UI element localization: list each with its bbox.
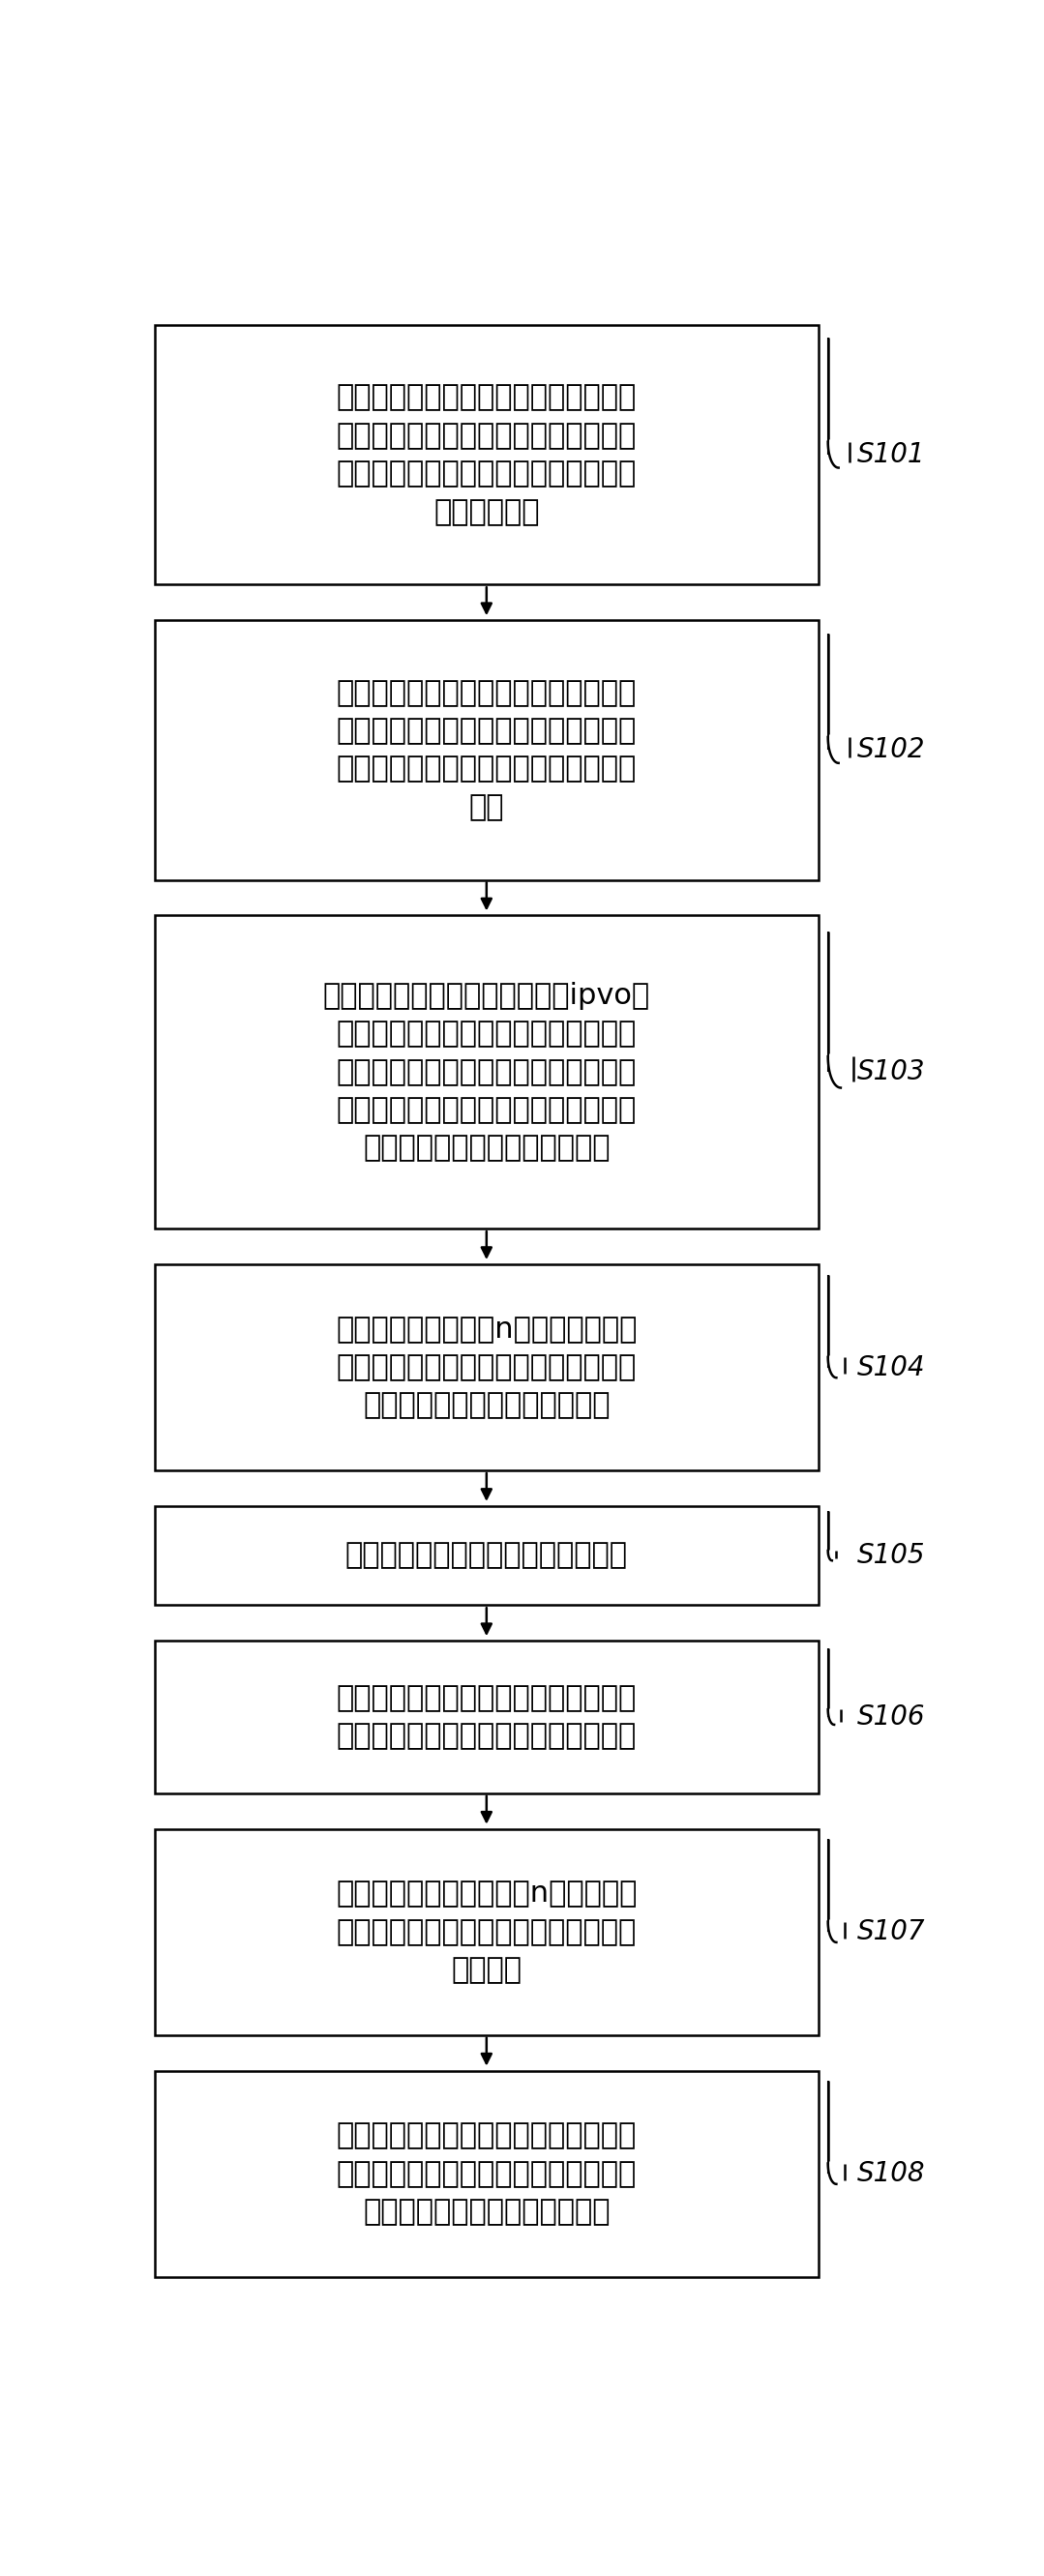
- Text: 采用预设像素值预测误差方法计算各普
通块和各平滑块的最大像素值、次大像
素值、最小像素值、次小像素值的预测
误差: 采用预设像素值预测误差方法计算各普 通块和各平滑块的最大像素值、次大像 素值、最…: [336, 680, 637, 822]
- Text: 根据计算得到的预测误差，采用ipvo水
印嵌入方法对各普通块进行水印信息的
嵌入；采用预设预测误差值和嵌入水印
像素值的对应关系对各平滑块进行水印
信息的嵌入，: 根据计算得到的预测误差，采用ipvo水 印嵌入方法对各普通块进行水印信息的 嵌入…: [323, 981, 650, 1162]
- Text: S102: S102: [857, 737, 925, 762]
- Bar: [155, 1265, 818, 1471]
- Bar: [155, 2071, 818, 2277]
- Bar: [155, 1829, 818, 2035]
- Text: S104: S104: [857, 1355, 925, 1381]
- Bar: [155, 1507, 818, 1605]
- Text: 获取水印嵌入细节图像前n个像素的最
低有效位，并从最低有效位中得到附加
参数信息: 获取水印嵌入细节图像前n个像素的最 低有效位，并从最低有效位中得到附加 参数信息: [336, 1880, 637, 1984]
- Bar: [155, 325, 818, 585]
- Text: S105: S105: [857, 1543, 925, 1569]
- Text: S108: S108: [857, 2161, 925, 2187]
- Bar: [155, 621, 818, 881]
- Text: S106: S106: [857, 1703, 925, 1731]
- Text: 获取水印嵌入图像前n个像素的最低有
效位，并将最低有效位信息和嵌入水印
容量信息构成图像恢复元素信息: 获取水印嵌入图像前n个像素的最低有 效位，并将最低有效位信息和嵌入水印 容量信息…: [336, 1316, 637, 1419]
- Text: S101: S101: [857, 440, 925, 469]
- Text: S103: S103: [857, 1059, 925, 1084]
- Bar: [155, 1641, 818, 1793]
- Bar: [155, 914, 818, 1229]
- Text: S107: S107: [857, 1919, 925, 1945]
- Text: 基于附件参数信息，按照与各矩阵块嵌
入水印的相反顺序，从各矩阵块中提取
水印信息，得到恢复的原始图像: 基于附件参数信息，按照与各矩阵块嵌 入水印的相反顺序，从各矩阵块中提取 水印信息…: [336, 2123, 637, 2226]
- Text: 将附加参数信息填充至最低有效位处: 将附加参数信息填充至最低有效位处: [346, 1540, 627, 1569]
- Text: 将图像恢复元素信息嵌入至每个嵌入水
印的矩阵块中，得到水印嵌入细节图像: 将图像恢复元素信息嵌入至每个嵌入水 印的矩阵块中，得到水印嵌入细节图像: [336, 1685, 637, 1749]
- Text: 根据预设第一阈值、大于第一阈值的第
二阈值及原始图像的各矩阵块的局部复
杂度，将原始图像分为纹理复杂块、普
通块和平滑块: 根据预设第一阈值、大于第一阈值的第 二阈值及原始图像的各矩阵块的局部复 杂度，将…: [336, 384, 637, 526]
